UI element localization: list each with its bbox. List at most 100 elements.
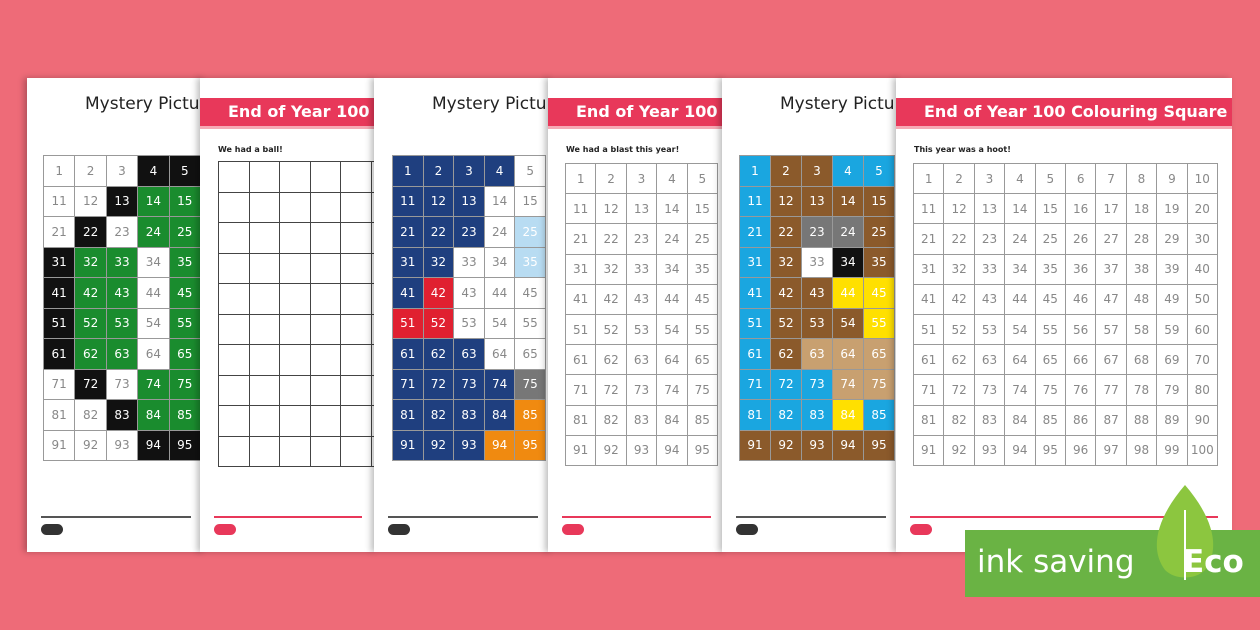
worksheet: Mystery Picture 1 2 3 4 5 11 12 13 14 15 21 22 23 24 25… (27, 78, 205, 552)
grid-cell: 62 (74, 338, 107, 370)
grid-cell: 52 (74, 307, 107, 339)
grid-cell: 43 (453, 277, 485, 309)
footer-line (388, 516, 538, 518)
grid-cell: 45 (686, 283, 718, 315)
grid-cell: 33 (453, 246, 485, 278)
grid-cell: 1 (43, 155, 76, 187)
grid-cell: 47 (1095, 283, 1127, 315)
empty-cell (309, 283, 341, 315)
grid-cell: 84 (137, 399, 170, 431)
leaf (1156, 485, 1214, 580)
empty-cell (218, 161, 250, 193)
grid-cell: 55 (168, 307, 201, 339)
grid-cell: 13 (625, 193, 658, 225)
grid-cell: 31 (43, 246, 76, 278)
grid-cell: 52 (422, 307, 455, 339)
grid-cell: 23 (973, 223, 1006, 255)
grid-cell: 22 (595, 223, 627, 255)
grid-cell: 52 (595, 314, 627, 346)
grid-cell: 51 (565, 314, 597, 346)
grid-cell: 36 (1065, 253, 1097, 285)
grid-cell: 82 (943, 404, 975, 436)
empty-cell (279, 191, 311, 223)
grid-cell: 3 (453, 155, 485, 187)
grid-cell: 35 (1034, 253, 1066, 285)
grid-cell: 74 (1004, 374, 1036, 406)
grid-cell: 24 (483, 216, 516, 248)
empty-cell (279, 435, 311, 467)
grid-cell: 1 (739, 155, 771, 187)
grid-cell: 55 (1034, 314, 1066, 346)
sheet-title: Mystery Picture (432, 94, 552, 114)
empty-cell (309, 161, 341, 193)
grid-cell: 95 (863, 429, 895, 461)
grid-cell: 77 (1095, 374, 1127, 406)
grid-cell: 15 (1034, 193, 1066, 225)
grid-cell: 72 (595, 374, 627, 406)
grid-cell: 24 (656, 223, 688, 255)
grid-cell: 14 (483, 185, 516, 217)
grid-cell: 53 (801, 307, 833, 339)
grid-cell: 34 (137, 246, 170, 278)
grid-cell: 84 (1004, 404, 1036, 436)
grid-cell: 24 (137, 216, 170, 248)
grid-cell: 23 (453, 216, 485, 248)
grid-cell: 1 (565, 163, 597, 195)
grid-cell: 73 (453, 368, 485, 400)
grid-cell: 32 (74, 246, 107, 278)
badge-text: ink saving (977, 544, 1135, 580)
eco-badge: ink saving Eco (965, 485, 1260, 597)
grid-cell: 2 (422, 155, 455, 187)
grid-cell: 25 (1034, 223, 1066, 255)
grid-cell: 52 (770, 307, 802, 339)
grid-cell: 53 (105, 307, 139, 339)
grid-cell: 25 (686, 223, 718, 255)
grid-cell: 13 (801, 185, 833, 217)
empty-cell (218, 374, 250, 406)
empty-cell (279, 313, 311, 345)
grid-cell: 20 (1186, 193, 1218, 225)
empty-cell (248, 435, 280, 467)
grid-cell: 63 (973, 344, 1006, 376)
grid-cell: 93 (105, 429, 139, 461)
grid-cell: 25 (168, 216, 201, 248)
logo (214, 524, 236, 535)
grid-cell: 83 (625, 404, 658, 436)
header-bar: End of Year 100 Colouring Square (548, 98, 725, 129)
grid-cell: 91 (913, 434, 945, 466)
grid-cell: 94 (137, 429, 170, 461)
grid-cell: 19 (1156, 193, 1188, 225)
grid-cell: 39 (1156, 253, 1188, 285)
grid-cell: 8 (1125, 163, 1158, 195)
grid-cell: 22 (422, 216, 455, 248)
grid-cell: 11 (392, 185, 424, 217)
empty-cell (309, 344, 341, 376)
grid-cell: 12 (422, 185, 455, 217)
empty-cell (309, 222, 341, 254)
grid-cell: 3 (105, 155, 139, 187)
grid-cell: 21 (739, 216, 771, 248)
grid-cell: 2 (595, 163, 627, 195)
grid-cell: 100 (1186, 434, 1218, 466)
grid-cell: 13 (973, 193, 1006, 225)
grid-cell: 66 (1065, 344, 1097, 376)
grid-cell: 45 (863, 277, 895, 309)
grid-cell: 51 (913, 314, 945, 346)
grid-cell: 73 (801, 368, 833, 400)
logo (41, 524, 63, 535)
grid-cell: 75 (514, 368, 546, 400)
grid-cell: 92 (943, 434, 975, 466)
empty-cell (340, 191, 372, 223)
grid-cell: 63 (625, 344, 658, 376)
grid-cell: 4 (656, 163, 688, 195)
sheet-subtitle: This year was a hoot! (914, 145, 1011, 154)
grid-cell: 45 (514, 277, 546, 309)
empty-cell (340, 252, 372, 284)
grid-cell: 34 (832, 246, 864, 278)
grid-cell: 81 (739, 399, 771, 431)
grid-cell: 48 (1125, 283, 1158, 315)
empty-cell (340, 313, 372, 345)
grid-cell: 83 (973, 404, 1006, 436)
grid-cell: 76 (1065, 374, 1097, 406)
grid-cell: 62 (422, 338, 455, 370)
